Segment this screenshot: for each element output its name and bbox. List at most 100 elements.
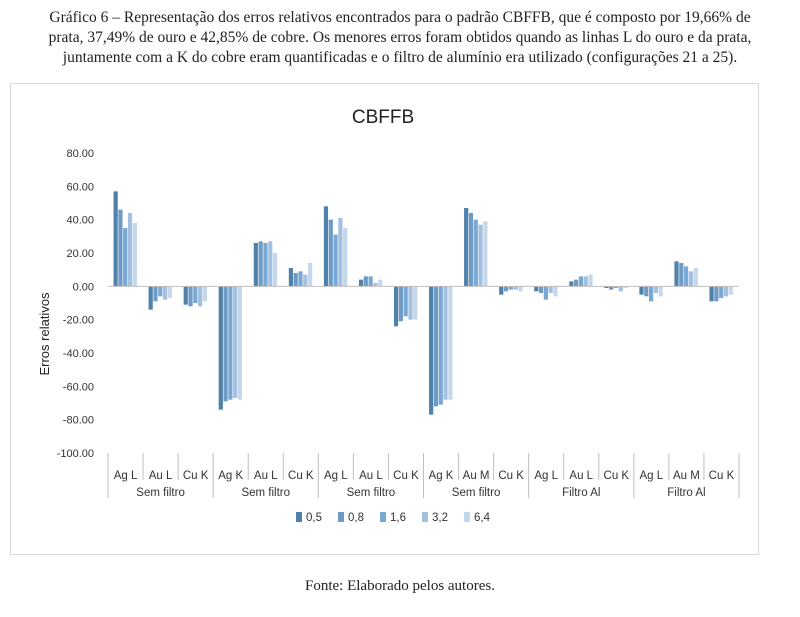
bar [228, 286, 233, 400]
bar [679, 263, 684, 287]
legend-label: 1,6 [390, 512, 406, 524]
bar [358, 279, 364, 287]
bar [429, 286, 434, 415]
bar [433, 286, 439, 407]
group-label: Sem filtro [241, 487, 290, 499]
bar [233, 286, 238, 398]
y-tick-label: -60.00 [63, 381, 94, 393]
y-tick-label: 40.00 [66, 215, 94, 227]
bar [158, 286, 163, 297]
bar [188, 286, 193, 307]
group-label: Sem filtro [347, 487, 396, 499]
bar [553, 286, 558, 297]
bar [293, 273, 298, 287]
y-tick-label: -20.00 [63, 315, 94, 327]
figure-source: Fonte: Elaborado pelos autores. [305, 578, 495, 594]
legend-swatch [464, 512, 470, 522]
bar [468, 213, 474, 287]
y-axis-label: Erros relativos [37, 292, 52, 376]
bar [127, 213, 133, 287]
y-tick-label: 80.00 [66, 148, 94, 160]
bar [438, 286, 443, 405]
bar [503, 286, 509, 292]
bar [518, 286, 523, 292]
bar [693, 268, 698, 287]
x-tick-label: Ag L [534, 470, 558, 482]
y-tick-label: 20.00 [66, 248, 94, 260]
x-tick-label: Ag K [218, 470, 243, 482]
x-tick-label: Ag K [429, 470, 454, 482]
bar [588, 274, 593, 287]
bar [333, 234, 338, 287]
bar [478, 224, 483, 287]
group-label: Filtro Al [667, 487, 705, 499]
x-tick-label: Au L [254, 470, 278, 482]
bar [323, 206, 329, 287]
bar [298, 271, 303, 287]
group-label: Filtro Al [562, 487, 600, 499]
bar [288, 268, 294, 287]
legend-label: 0,8 [348, 512, 364, 524]
bar-chart: CBFFB Erros relativos 80.00 60.00 40.00 20.… [37, 107, 740, 524]
x-tick-label: Cu K [183, 470, 209, 482]
bar [202, 286, 208, 302]
chart-frame: CBFFB Erros relativos 80.00 60.00 40.00 20.… [10, 83, 759, 555]
x-tick-label: Ag L [114, 470, 138, 482]
bar [183, 286, 188, 305]
bar [123, 228, 128, 287]
bar [684, 266, 689, 287]
y-tick-label: -80.00 [63, 415, 94, 427]
bar [403, 286, 408, 317]
x-tick-label: Cu K [393, 470, 419, 482]
bar [162, 286, 168, 300]
y-axis-ticks: 80.00 60.00 40.00 20.00 0.00 -20.00 -40.00 -60.… [57, 148, 94, 460]
legend: 0,5 0,8 1,6 3,2 6,4 [296, 512, 491, 524]
bar [303, 274, 308, 287]
bar [148, 286, 153, 310]
legend-label: 0,5 [306, 512, 322, 524]
bar [719, 286, 724, 298]
bar [483, 221, 488, 287]
bar [328, 219, 333, 287]
bar [343, 228, 348, 287]
bar [368, 276, 373, 287]
bar [308, 263, 313, 287]
category-axis: Ag L Au L Cu K Ag K Au L Cu K Ag L Au L Cu K Ag K… [107, 285, 740, 499]
bar [639, 286, 644, 295]
bar [513, 286, 518, 290]
group-label: Sem filtro [452, 487, 501, 499]
bar [167, 286, 172, 298]
legend-label: 6,4 [474, 512, 491, 524]
bar [338, 218, 343, 287]
bar [578, 276, 584, 287]
x-tick-label: Au M [673, 470, 700, 482]
bar [448, 286, 453, 400]
bar [688, 271, 694, 287]
x-tick-label: Cu K [498, 470, 524, 482]
caption-line-1: Gráfico 6 – Representação dos erros rela… [49, 9, 751, 26]
bar [413, 286, 418, 320]
bar [623, 286, 628, 288]
bar [218, 286, 223, 410]
bar [132, 223, 137, 287]
bar [613, 286, 619, 288]
legend-swatch [422, 512, 428, 522]
legend-swatch [338, 512, 344, 522]
bar [644, 286, 649, 297]
bar [728, 286, 733, 295]
bar [674, 261, 679, 287]
bars-layer [113, 191, 733, 415]
bar [237, 286, 243, 400]
x-tick-label: Au L [149, 470, 173, 482]
bar [113, 191, 118, 287]
bar [373, 283, 378, 287]
bar [499, 286, 504, 295]
y-tick-label: 60.00 [66, 181, 94, 193]
x-tick-label: Au L [359, 470, 383, 482]
bar [648, 286, 654, 302]
bar [604, 286, 609, 288]
bar [508, 286, 513, 290]
x-tick-label: Ag L [324, 470, 348, 482]
bar [569, 281, 574, 287]
bar [263, 243, 268, 287]
